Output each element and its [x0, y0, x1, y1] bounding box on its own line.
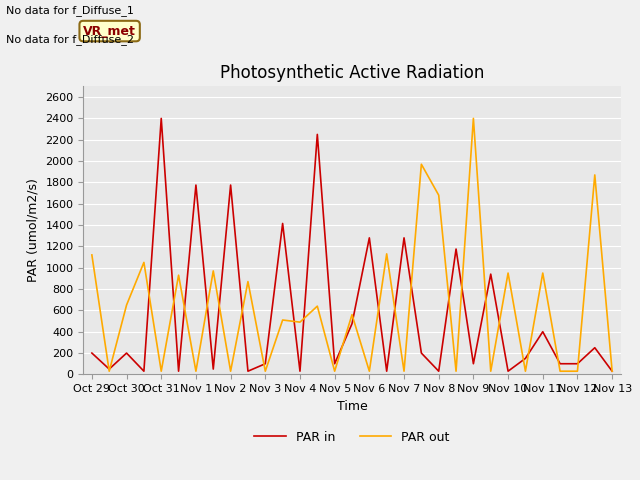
PAR out: [296, 319, 304, 325]
PAR in: [279, 221, 287, 227]
PAR out: [487, 368, 495, 374]
Text: VR_met: VR_met: [83, 24, 136, 37]
PAR in: [365, 235, 373, 241]
PAR in: [487, 271, 495, 277]
Title: Photosynthetic Active Radiation: Photosynthetic Active Radiation: [220, 64, 484, 82]
PAR out: [348, 312, 356, 318]
PAR out: [383, 251, 390, 257]
PAR in: [348, 321, 356, 326]
PAR out: [365, 368, 373, 374]
PAR out: [573, 368, 581, 374]
PAR out: [157, 368, 165, 374]
PAR in: [262, 361, 269, 367]
PAR in: [591, 345, 598, 350]
PAR out: [539, 270, 547, 276]
PAR out: [244, 279, 252, 285]
Line: PAR out: PAR out: [92, 119, 612, 371]
PAR out: [209, 268, 217, 274]
PAR out: [400, 368, 408, 374]
PAR in: [417, 350, 425, 356]
PAR out: [470, 116, 477, 121]
PAR in: [383, 368, 390, 374]
PAR out: [452, 368, 460, 374]
Text: No data for f_Diffuse_2: No data for f_Diffuse_2: [6, 34, 134, 45]
Line: PAR in: PAR in: [92, 119, 612, 371]
PAR in: [608, 368, 616, 374]
PAR in: [314, 132, 321, 137]
PAR in: [227, 182, 234, 188]
PAR in: [331, 361, 339, 367]
PAR in: [123, 350, 131, 356]
PAR in: [470, 361, 477, 367]
PAR out: [227, 368, 234, 374]
Text: No data for f_Diffuse_1: No data for f_Diffuse_1: [6, 5, 134, 16]
PAR in: [106, 366, 113, 372]
PAR out: [435, 192, 442, 198]
PAR in: [504, 368, 512, 374]
PAR out: [175, 272, 182, 278]
PAR out: [123, 302, 131, 308]
PAR out: [192, 368, 200, 374]
PAR out: [608, 368, 616, 374]
PAR in: [452, 246, 460, 252]
PAR in: [157, 116, 165, 121]
PAR out: [591, 172, 598, 178]
PAR in: [296, 368, 304, 374]
PAR out: [417, 161, 425, 167]
PAR in: [573, 361, 581, 367]
PAR in: [192, 182, 200, 188]
PAR in: [88, 350, 96, 356]
Y-axis label: PAR (umol/m2/s): PAR (umol/m2/s): [27, 179, 40, 282]
PAR out: [331, 368, 339, 374]
PAR in: [435, 368, 442, 374]
PAR in: [244, 368, 252, 374]
PAR out: [556, 368, 564, 374]
PAR out: [314, 303, 321, 309]
PAR out: [262, 368, 269, 374]
PAR in: [400, 235, 408, 241]
PAR in: [539, 329, 547, 335]
PAR in: [209, 366, 217, 372]
PAR out: [106, 368, 113, 374]
PAR in: [140, 368, 148, 374]
Legend: PAR in, PAR out: PAR in, PAR out: [250, 426, 454, 449]
PAR in: [556, 361, 564, 367]
PAR out: [140, 260, 148, 265]
PAR out: [504, 270, 512, 276]
PAR out: [279, 317, 287, 323]
X-axis label: Time: Time: [337, 400, 367, 413]
PAR in: [522, 356, 529, 361]
PAR out: [88, 252, 96, 258]
PAR in: [175, 368, 182, 374]
PAR out: [522, 368, 529, 374]
